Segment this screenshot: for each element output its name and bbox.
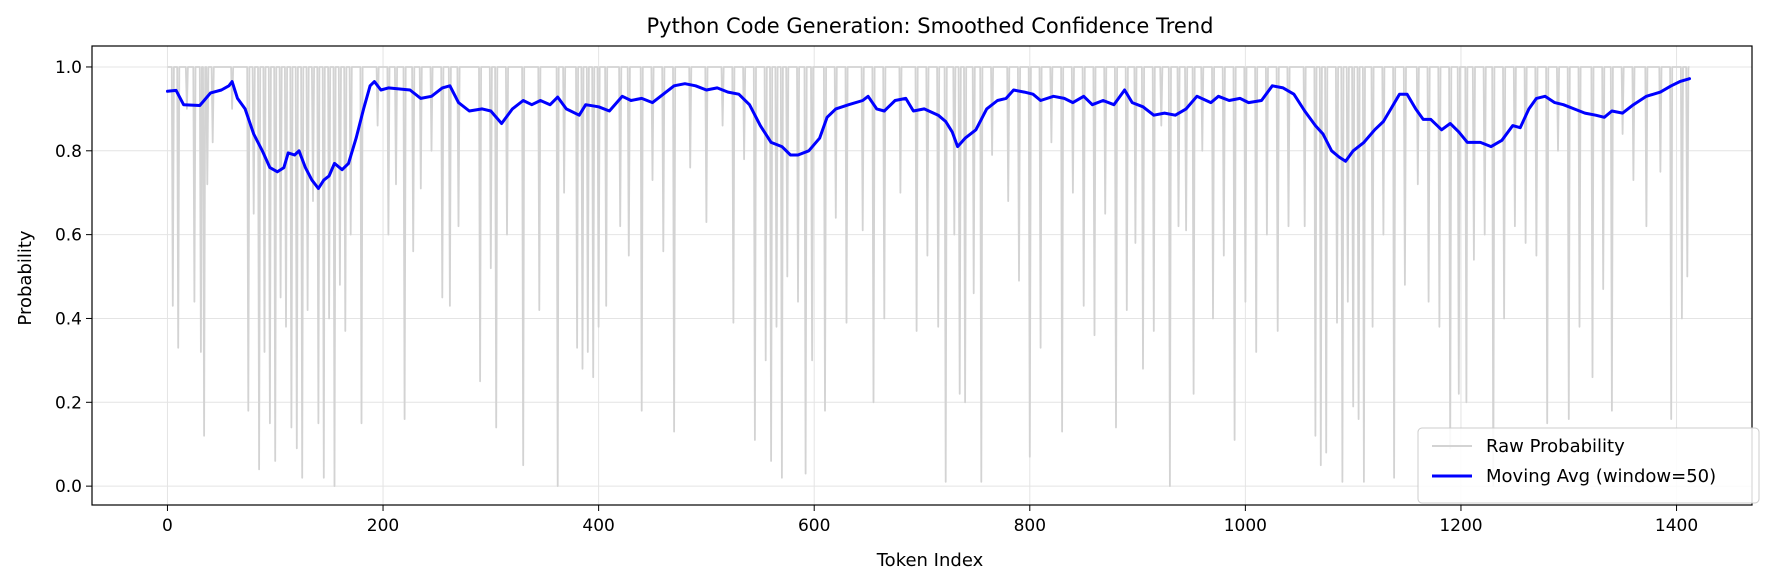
x-tick-label-1: 200: [367, 516, 399, 536]
x-tick-label-4: 800: [1014, 516, 1046, 536]
moving-average-line: [166, 77, 1691, 190]
x-tick-label-3: 600: [798, 516, 830, 536]
legend: Raw Probability Moving Avg (window=50): [1417, 427, 1760, 504]
legend-label-avg: Moving Avg (window=50): [1486, 466, 1716, 487]
chart-title: Python Code Generation: Smoothed Confide…: [647, 14, 1214, 38]
y-axis-label: Probability: [15, 230, 36, 325]
x-tick-label-0: 0: [162, 516, 173, 536]
x-axis-label: Token Index: [876, 550, 984, 571]
raw-probability-line: [167, 66, 1690, 487]
moving-average-layer: [166, 77, 1691, 190]
y-tick-label-5: 1.0: [55, 58, 82, 78]
y-tick-label-2: 0.4: [55, 309, 82, 329]
x-tick-label-5: 1000: [1224, 516, 1267, 536]
axes-layer: 0 200 400 600 800 1000 1200 1400 0.0 0.2 0.4 0.6 0.8…: [55, 45, 1753, 536]
plot-frame: [91, 45, 1753, 506]
raw-probability-layer: [167, 66, 1690, 487]
y-tick-label-0: 0.0: [55, 477, 82, 497]
x-tick-label-2: 400: [582, 516, 614, 536]
legend-label-raw: Raw Probability: [1486, 436, 1625, 457]
x-tick-label-6: 1200: [1439, 516, 1482, 536]
y-tick-label-3: 0.6: [55, 226, 82, 246]
y-tick-label-4: 0.8: [55, 142, 82, 162]
x-tick-label-7: 1400: [1655, 516, 1698, 536]
y-tick-label-1: 0.2: [55, 393, 82, 413]
legend-box: [1417, 427, 1760, 504]
